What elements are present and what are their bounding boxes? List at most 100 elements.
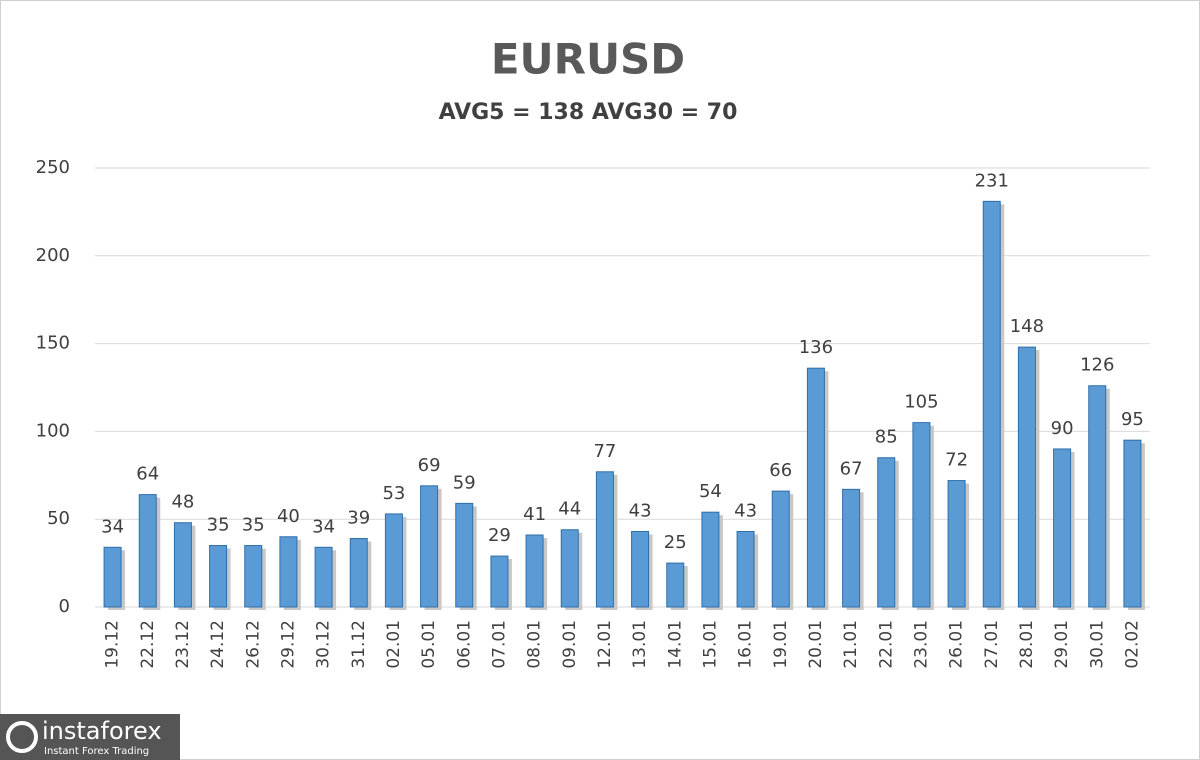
x-tick-label: 20.01 [806,620,826,669]
data-label: 77 [593,441,616,462]
data-label: 231 [975,170,1009,191]
x-tick-label: 24.12 [208,620,228,669]
y-tick-label: 150 [36,333,70,354]
bar [912,422,931,608]
x-tick-label: 19.12 [103,620,123,669]
x-tick-label: 07.01 [489,620,509,669]
data-label: 48 [171,492,194,513]
bar [947,480,966,608]
data-label: 69 [418,455,441,476]
data-label: 34 [312,516,335,537]
x-tick-label: 08.01 [525,620,545,669]
bar [666,562,685,608]
y-tick-label: 0 [59,596,70,617]
data-label: 43 [734,500,757,521]
bar [1088,385,1107,608]
data-label: 126 [1080,355,1114,376]
bar [103,546,122,608]
data-label: 85 [875,427,898,448]
x-tick-label: 28.01 [1017,620,1037,669]
data-label: 25 [664,532,687,553]
data-label: 105 [904,392,938,413]
x-tick-label: 19.01 [771,620,791,669]
bar [455,502,474,608]
bar [701,511,720,608]
bar [349,538,368,608]
x-tick-label: 09.01 [560,620,580,669]
data-label: 66 [769,460,792,481]
data-label: 64 [136,464,159,485]
data-label: 29 [488,525,511,546]
data-label: 67 [840,458,863,479]
x-tick-label: 22.12 [138,620,158,669]
x-tick-label: 31.12 [349,620,369,669]
x-tick-label: 15.01 [700,620,720,669]
data-label: 148 [1010,316,1044,337]
bar [173,522,192,608]
data-label: 136 [799,337,833,358]
bar [525,534,544,608]
x-tick-label: 30.12 [314,620,334,669]
data-label: 41 [523,504,546,525]
y-tick-label: 200 [36,245,70,266]
data-label: 39 [347,508,370,529]
chart-title: EURUSD [491,35,685,84]
x-tick-label: 06.01 [454,620,474,669]
x-tick-label: 23.12 [173,620,193,669]
data-label: 44 [558,499,581,520]
logo-icon [6,721,38,753]
data-label: 43 [629,500,652,521]
x-tick-label: 02.01 [384,620,404,669]
data-label: 90 [1051,418,1074,439]
bar [138,494,157,608]
x-tick-label: 29.12 [278,620,298,669]
bar [736,530,755,608]
logo-text: instaforex [42,717,162,745]
bar [631,530,650,608]
bar [279,536,298,608]
data-label: 54 [699,481,722,502]
bar [595,471,614,608]
y-tick-label: 100 [36,420,70,441]
x-tick-label: 23.01 [911,620,931,669]
x-tick-label: 22.01 [876,620,896,669]
data-label: 72 [945,450,968,471]
bar [209,545,228,608]
bar [1053,448,1072,608]
bar [490,555,509,608]
bar [982,200,1001,608]
x-tick-label: 16.01 [736,620,756,669]
bar [1123,439,1142,608]
x-tick-label: 12.01 [595,620,615,669]
x-tick-label: 27.01 [982,620,1002,669]
data-label: 34 [101,516,124,537]
y-tick-label: 250 [36,157,70,178]
x-tick-label: 26.12 [243,620,263,669]
bar [877,457,896,608]
data-label: 40 [277,506,300,527]
x-tick-label: 29.01 [1052,620,1072,669]
bar [420,485,439,608]
data-label: 35 [207,515,230,536]
x-tick-label: 21.01 [841,620,861,669]
logo-subtext: Instant Forex Trading [44,746,149,757]
bar [771,490,790,608]
x-tick-label: 13.01 [630,620,650,669]
x-tick-label: 05.01 [419,620,439,669]
bar [842,488,861,608]
data-label: 53 [382,483,405,504]
y-tick-label: 50 [47,508,70,529]
bar [1017,346,1036,608]
chart-subtitle: AVG5 = 138 AVG30 = 70 [439,100,738,125]
data-label: 95 [1121,409,1144,430]
bar [384,513,403,608]
x-tick-label: 30.01 [1087,620,1107,669]
logo-box [0,714,180,760]
bar [314,546,333,608]
bar [560,529,579,608]
data-label: 59 [453,472,476,493]
logo: instaforex Instant Forex Trading [0,714,180,760]
bar [806,367,825,608]
bar [244,545,263,608]
